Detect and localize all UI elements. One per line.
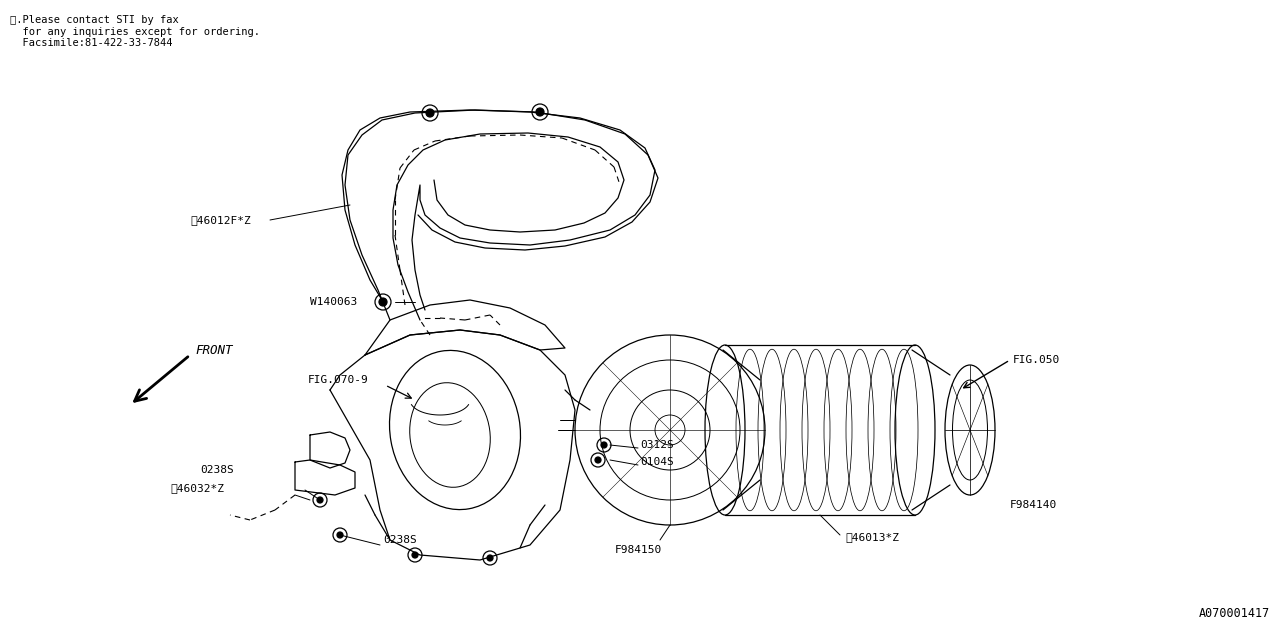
Circle shape: [317, 497, 323, 503]
Text: W140063: W140063: [310, 297, 357, 307]
Circle shape: [426, 109, 434, 117]
Circle shape: [412, 552, 419, 558]
Text: 0104S: 0104S: [640, 457, 673, 467]
Circle shape: [602, 442, 607, 448]
Circle shape: [536, 108, 544, 116]
Text: FIG.050: FIG.050: [1012, 355, 1060, 365]
Circle shape: [337, 532, 343, 538]
Text: F984140: F984140: [1010, 500, 1057, 510]
Circle shape: [486, 555, 493, 561]
Circle shape: [379, 298, 387, 306]
Text: F984150: F984150: [614, 545, 662, 555]
Text: ※46013*Z: ※46013*Z: [845, 532, 899, 542]
Text: ※.Please contact STI by fax
  for any inquiries except for ordering.
  Facsimile: ※.Please contact STI by fax for any inqu…: [10, 15, 260, 48]
Text: 0238S: 0238S: [383, 535, 417, 545]
Text: 0238S: 0238S: [200, 465, 234, 475]
Circle shape: [595, 457, 602, 463]
Text: FIG.070-9: FIG.070-9: [308, 375, 369, 385]
Text: ※46032*Z: ※46032*Z: [170, 483, 224, 493]
Text: A070001417: A070001417: [1199, 607, 1270, 620]
Text: 0312S: 0312S: [640, 440, 673, 450]
Text: FRONT: FRONT: [195, 344, 233, 356]
Text: ※46012F*Z: ※46012F*Z: [189, 215, 251, 225]
